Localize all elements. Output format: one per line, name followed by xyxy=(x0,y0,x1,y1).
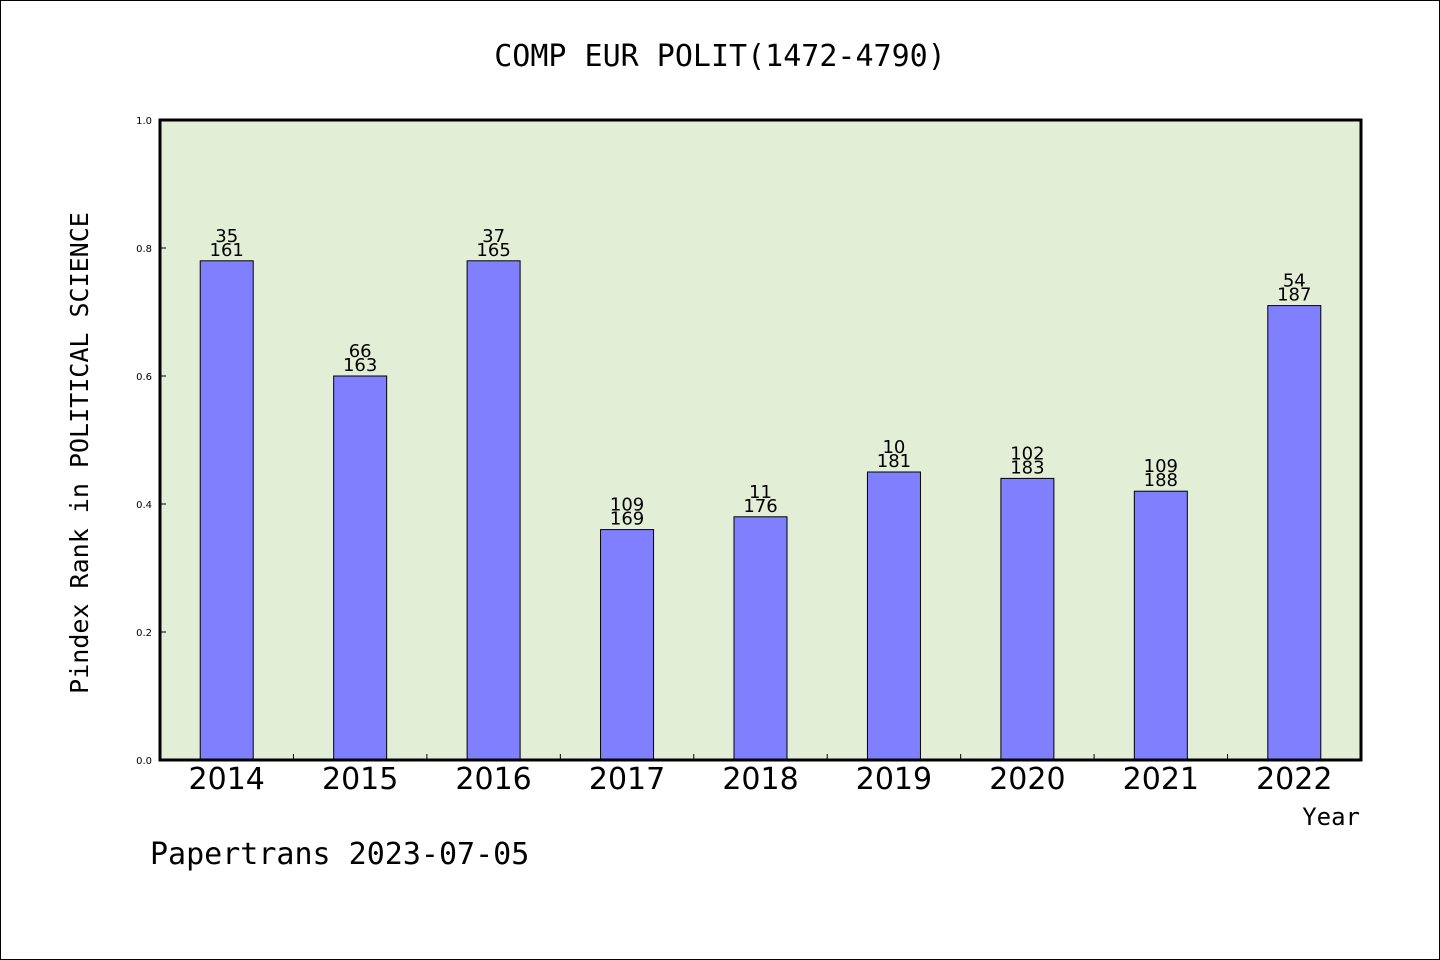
bar-total-label: 169 xyxy=(610,509,644,530)
bar-total-label: 187 xyxy=(1277,285,1311,306)
y-tick-label: 0.2 xyxy=(136,628,152,639)
x-tick-label: 2014 xyxy=(189,762,265,797)
bar-2019 xyxy=(866,471,921,761)
x-tick-label: 2021 xyxy=(1123,762,1199,797)
bar-rank-label: 37 xyxy=(482,226,505,247)
bar-rank-label: 102 xyxy=(1010,443,1044,464)
x-tick-label: 2019 xyxy=(856,762,932,797)
bar-rank-label: 10 xyxy=(882,437,905,458)
x-tick-label: 2017 xyxy=(589,762,665,797)
x-tick-label: 2015 xyxy=(322,762,398,797)
x-tick-label: 2022 xyxy=(1256,762,1332,797)
bar-rank-label: 54 xyxy=(1283,271,1306,292)
bar-rank-label: 66 xyxy=(349,341,372,362)
footer-credit: Papertrans 2023-07-05 xyxy=(150,837,529,872)
bar-total-label: 181 xyxy=(877,451,911,472)
bar-total-label: 165 xyxy=(476,240,510,261)
y-tick-label: 0.6 xyxy=(136,372,152,383)
bar-2020 xyxy=(1000,477,1055,761)
bar-rank-label: 11 xyxy=(749,482,772,503)
bar-total-label: 163 xyxy=(343,355,377,376)
bar-2014 xyxy=(199,260,254,761)
x-tick-label: 2018 xyxy=(722,762,798,797)
y-axis-label: Pindex Rank in POLITICAL SCIENCE xyxy=(65,212,94,694)
y-tick-label: 0.4 xyxy=(136,500,152,511)
y-tick-label: 1.0 xyxy=(136,116,152,127)
x-axis-label: Year xyxy=(1302,803,1360,831)
bar-total-label: 183 xyxy=(1010,457,1044,478)
bar-rank-label: 35 xyxy=(215,226,238,247)
chart-title: COMP EUR POLIT(1472-4790) xyxy=(494,39,946,74)
x-tick-label: 2016 xyxy=(455,762,531,797)
bar-rank-label: 109 xyxy=(610,495,644,516)
bar-total-label: 188 xyxy=(1144,470,1178,491)
x-tick-label: 2020 xyxy=(989,762,1065,797)
y-tick-label: 0.0 xyxy=(136,756,152,767)
bar-2021 xyxy=(1133,490,1188,761)
bar-total-label: 176 xyxy=(743,496,777,517)
bar-total-label: 161 xyxy=(210,240,244,261)
y-tick-label: 0.8 xyxy=(136,244,152,255)
x-axis: 2014 2015 2016 2017 2018 2019 2020 2021 2022 xyxy=(189,754,1332,797)
bar-2018 xyxy=(733,516,788,761)
plot-border xyxy=(158,118,1363,762)
bar-2016 xyxy=(466,260,521,761)
bar-2015 xyxy=(333,375,388,761)
bar-rank-label: 109 xyxy=(1144,456,1178,477)
bar-2017 xyxy=(600,529,655,761)
bar-2022 xyxy=(1267,305,1322,761)
